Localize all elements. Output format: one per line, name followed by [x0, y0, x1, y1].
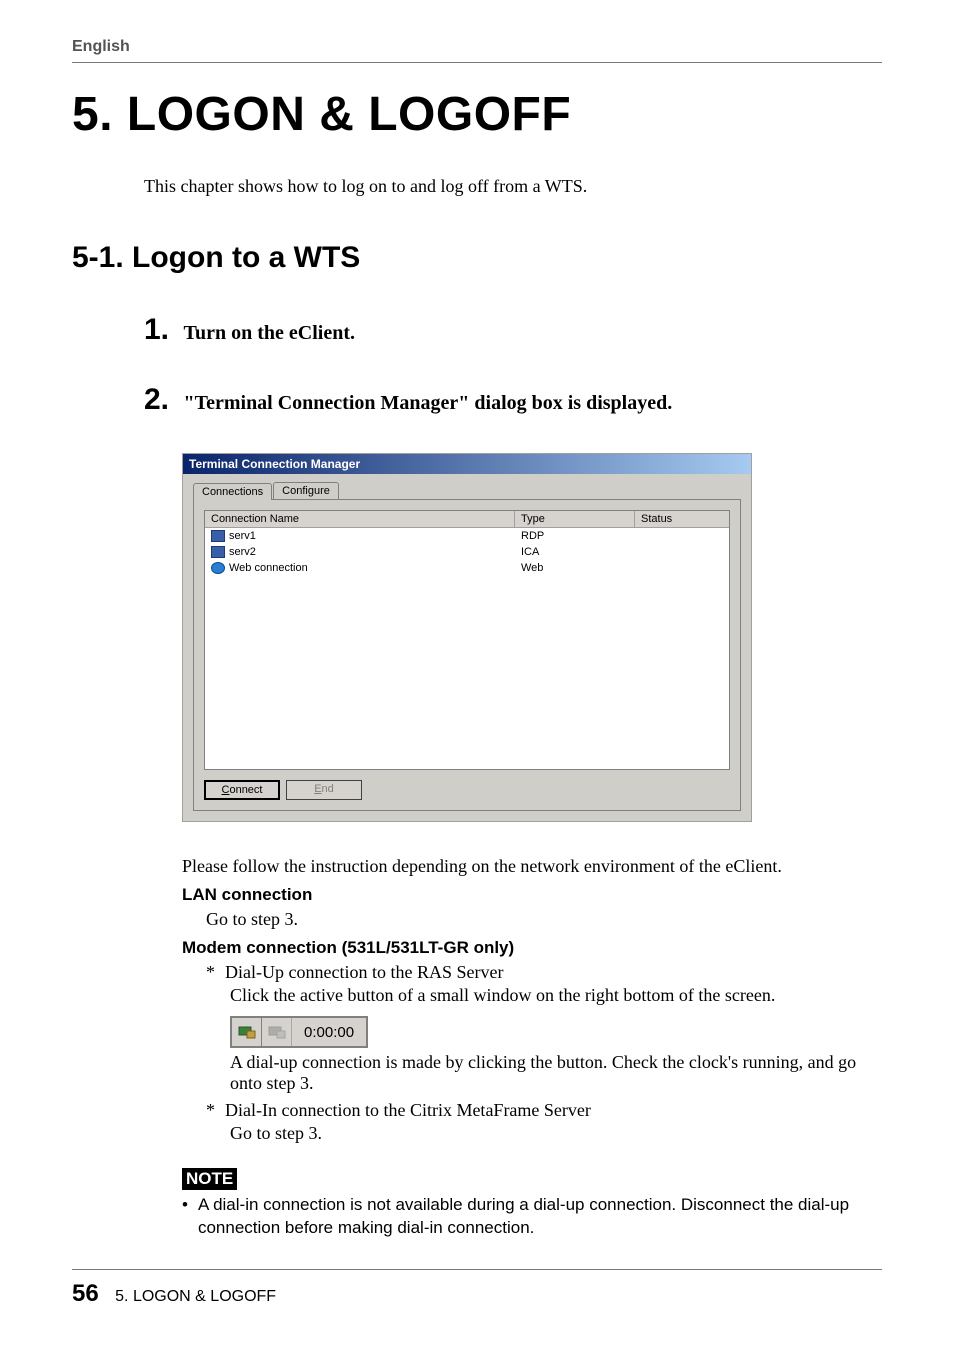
row-status: [635, 529, 729, 543]
row-type: RDP: [515, 529, 635, 543]
page-footer: 56 5. LOGON & LOGOFF: [72, 1269, 882, 1308]
list-row[interactable]: serv2 ICA: [205, 544, 729, 560]
tab-connections[interactable]: Connections: [193, 483, 272, 500]
lan-heading: LAN connection: [182, 885, 882, 905]
note-text: A dial-in connection is not available du…: [198, 1194, 882, 1240]
row-type: Web: [515, 561, 635, 575]
modem-b1-after: A dial-up connection is made by clicking…: [230, 1052, 882, 1094]
header-language: English: [72, 38, 130, 55]
ie-icon: [211, 562, 225, 574]
bullet-dot: •: [182, 1194, 188, 1240]
tab-configure[interactable]: Configure: [273, 482, 339, 499]
lan-body: Go to step 3.: [206, 909, 882, 930]
modem-bullet-2: * Dial-In connection to the Citrix MetaF…: [206, 1100, 882, 1121]
row-status: [635, 545, 729, 559]
terminal-connection-manager-window: Terminal Connection Manager Connections …: [182, 453, 752, 822]
chapter-intro: This chapter shows how to log on to and …: [144, 176, 882, 197]
window-titlebar: Terminal Connection Manager: [183, 454, 751, 474]
computer-icon: [211, 546, 225, 558]
button-row: Connect End: [204, 780, 730, 800]
list-row[interactable]: Web connection Web: [205, 560, 729, 576]
col-connection-name[interactable]: Connection Name: [205, 511, 515, 527]
list-header: Connection Name Type Status: [205, 511, 729, 528]
dialer-time: 0:00:00: [292, 1018, 366, 1046]
page-header: English: [72, 38, 882, 63]
modem-bullet-1: * Dial-Up connection to the RAS Server: [206, 962, 882, 983]
modem-b2-detail: Go to step 3.: [230, 1123, 882, 1144]
col-status[interactable]: Status: [635, 511, 729, 527]
tab-panel: Connection Name Type Status serv1 RDP se…: [193, 499, 741, 811]
dialer-widget: 0:00:00: [230, 1016, 368, 1048]
dial-connect-icon[interactable]: [232, 1018, 262, 1046]
note-label: NOTE: [182, 1168, 237, 1190]
bullet-marker: *: [206, 1100, 215, 1121]
col-type[interactable]: Type: [515, 511, 635, 527]
row-type: ICA: [515, 545, 635, 559]
tab-strip: Connections Configure: [193, 482, 741, 499]
row-name: serv1: [229, 530, 256, 542]
instruction-text: Please follow the instruction depending …: [182, 856, 882, 877]
page-number: 56: [72, 1280, 99, 1308]
row-name: Web connection: [229, 562, 308, 574]
note-bullet: • A dial-in connection is not available …: [182, 1194, 882, 1240]
row-name: serv2: [229, 546, 256, 558]
row-status: [635, 561, 729, 575]
step-2: 2. "Terminal Connection Manager" dialog …: [144, 383, 882, 417]
computer-icon: [211, 530, 225, 542]
modem-heading: Modem connection (531L/531LT-GR only): [182, 938, 882, 958]
step-text: Turn on the eClient.: [183, 322, 355, 344]
step-number: 2.: [144, 383, 169, 417]
step-number: 1.: [144, 313, 169, 347]
modem-b1-detail: Click the active button of a small windo…: [230, 985, 882, 1006]
section-title: 5-1. Logon to a WTS: [72, 241, 882, 275]
dial-disconnect-icon[interactable]: [262, 1018, 292, 1046]
bullet-text: Dial-In connection to the Citrix MetaFra…: [225, 1100, 882, 1121]
connect-button[interactable]: Connect: [204, 780, 280, 800]
connection-list: Connection Name Type Status serv1 RDP se…: [204, 510, 730, 770]
chapter-title: 5. LOGON & LOGOFF: [72, 87, 882, 142]
step-1: 1. Turn on the eClient.: [144, 313, 882, 347]
footer-text: 5. LOGON & LOGOFF: [115, 1288, 276, 1306]
end-button[interactable]: End: [286, 780, 362, 800]
step-text: "Terminal Connection Manager" dialog box…: [183, 392, 672, 414]
list-row[interactable]: serv1 RDP: [205, 528, 729, 544]
bullet-marker: *: [206, 962, 215, 983]
bullet-text: Dial-Up connection to the RAS Server: [225, 962, 882, 983]
